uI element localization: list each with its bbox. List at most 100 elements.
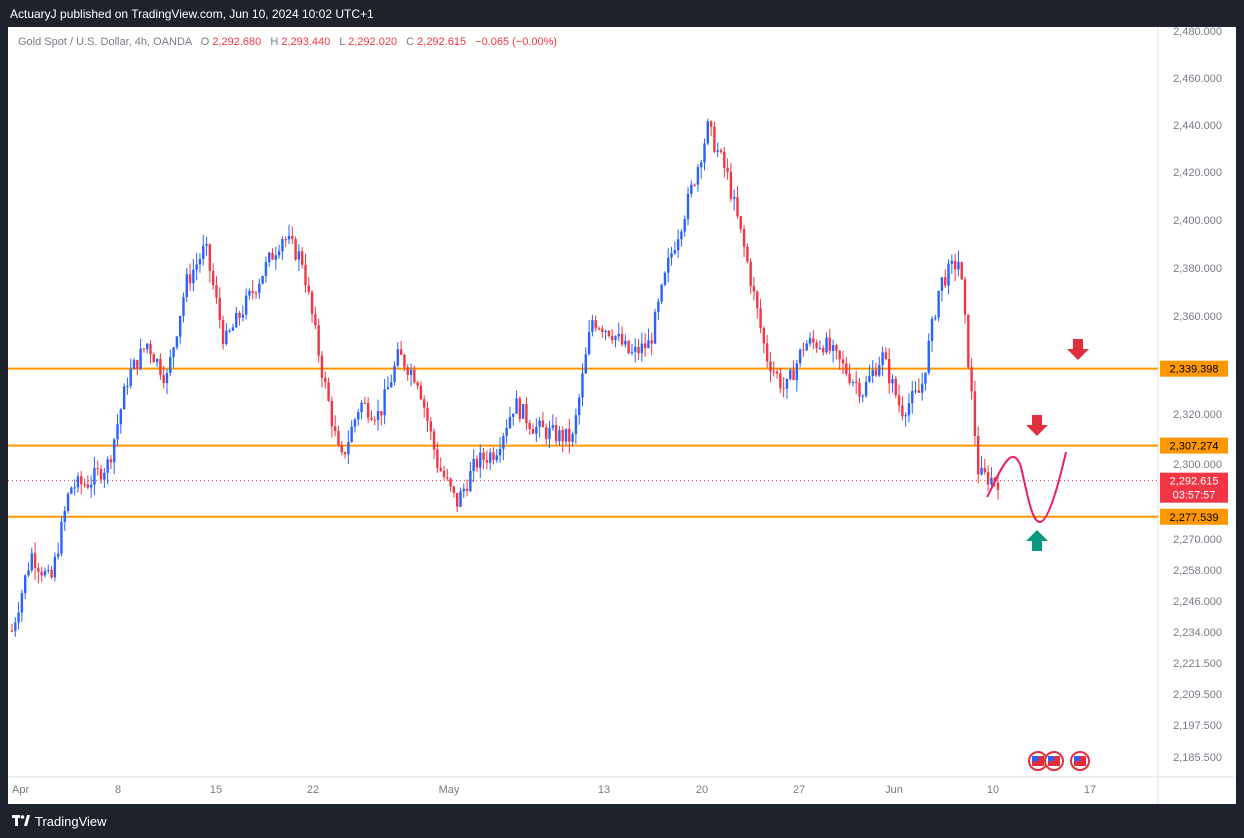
candle-body (789, 369, 792, 379)
candle-body (643, 343, 647, 349)
candle-body (798, 349, 802, 364)
candle-body (548, 427, 551, 439)
countdown-label: 03:57:57 (1173, 490, 1216, 502)
candle-body (967, 314, 970, 368)
candle-body (518, 398, 522, 419)
candle-body (756, 291, 759, 309)
candle-body (953, 260, 957, 270)
candle-body (901, 405, 904, 417)
candle-body (610, 335, 614, 341)
arrow-down-icon[interactable] (1067, 339, 1089, 360)
candle-body (594, 320, 597, 329)
candle-body (528, 422, 531, 430)
candle-body (211, 271, 215, 286)
projection-path[interactable] (986, 451, 1067, 524)
tradingview-brand[interactable]: TradingView (12, 814, 107, 829)
candle-body (861, 395, 864, 397)
legend-c-label: C (406, 36, 414, 48)
candle-body (399, 349, 403, 355)
candle-body (568, 428, 571, 442)
candle-body (261, 276, 264, 284)
candle-body (538, 420, 541, 427)
candle-body (802, 349, 805, 351)
candle-body (472, 458, 475, 471)
candle-body (337, 430, 340, 446)
candle-body (917, 390, 921, 393)
arrow-down-icon[interactable] (1026, 415, 1048, 436)
candle-body (241, 314, 245, 318)
candle-body (202, 245, 205, 260)
time-label: 27 (793, 784, 805, 796)
candle-body (779, 373, 782, 389)
candle-body (76, 476, 80, 488)
candle-body (874, 370, 878, 376)
current-price-label: 2,292.615 (1170, 476, 1219, 488)
publisher-text: ActuaryJ published on TradingView.com, J… (10, 7, 374, 21)
legend-symbol: Gold Spot / U.S. Dollar, 4h, OANDA (18, 36, 193, 48)
time-label: 10 (987, 784, 999, 796)
plot-area[interactable] (8, 27, 1158, 777)
us-flag-icon[interactable] (1070, 751, 1090, 771)
candle-body (937, 290, 940, 318)
candle-body (403, 354, 406, 368)
candle-body (380, 411, 383, 416)
candle-body (347, 442, 350, 455)
candle-body (505, 427, 508, 436)
price-tick: 2,460.000 (1173, 73, 1222, 85)
candle-body (80, 476, 83, 485)
candle-body (845, 363, 848, 374)
candle-body (27, 570, 30, 576)
time-axis[interactable]: Apr 8 15 22 May 13 20 27 Jun 10 17 (12, 784, 1096, 796)
candle-body (136, 360, 139, 369)
price-tick: 2,440.000 (1173, 120, 1222, 132)
footer-bar: TradingView (0, 804, 1244, 838)
candle-body (525, 404, 528, 423)
candle-body (159, 359, 162, 376)
candle-body (887, 359, 891, 384)
candle-body (983, 467, 987, 473)
horizontal-levels[interactable] (8, 367, 1158, 518)
event-flags[interactable] (1028, 751, 1090, 771)
candle-body (330, 400, 334, 427)
candle-body (17, 612, 20, 623)
candle-body (360, 402, 363, 413)
candle-body (307, 285, 310, 292)
time-label: 13 (598, 784, 610, 796)
candle-body (591, 320, 594, 332)
candle-body (551, 425, 555, 428)
candle-body (406, 367, 409, 375)
candle-body (782, 388, 785, 390)
candle-body (960, 261, 963, 280)
candle-body (719, 150, 723, 152)
candle-body (502, 435, 505, 449)
candle-body (488, 452, 492, 463)
candle-body (581, 373, 584, 398)
candle-body (20, 593, 24, 613)
candle-body (366, 403, 370, 418)
candle-body (113, 439, 116, 463)
candle-body (195, 264, 198, 270)
candle-body (320, 355, 324, 378)
candle-body (512, 413, 515, 417)
price-axis[interactable]: 2,480.000 2,460.000 2,440.000 2,420.000 … (1173, 27, 1222, 764)
candle-body (894, 378, 897, 396)
arrow-up-icon[interactable] (1026, 530, 1048, 551)
candle-body (208, 244, 212, 272)
candle-body (614, 336, 617, 341)
candle-body (693, 184, 696, 186)
price-tick: 2,480.000 (1173, 27, 1222, 38)
candle-body (897, 395, 901, 406)
candle-body (333, 426, 337, 431)
candle-body (841, 359, 845, 364)
candle-body (23, 575, 27, 594)
candle-body (920, 383, 924, 393)
candle-body (459, 491, 462, 507)
candle-body (630, 351, 634, 354)
candle-body (416, 382, 419, 386)
price-tick: 2,400.000 (1173, 215, 1222, 227)
us-flag-icon[interactable] (1044, 751, 1064, 771)
candle-body (828, 337, 832, 351)
candle-body (604, 330, 607, 333)
candle-body (696, 167, 700, 185)
chart-area[interactable]: 2,339.398 2,307.274 2,277.539 2,292.615 03:5… (8, 27, 1236, 804)
